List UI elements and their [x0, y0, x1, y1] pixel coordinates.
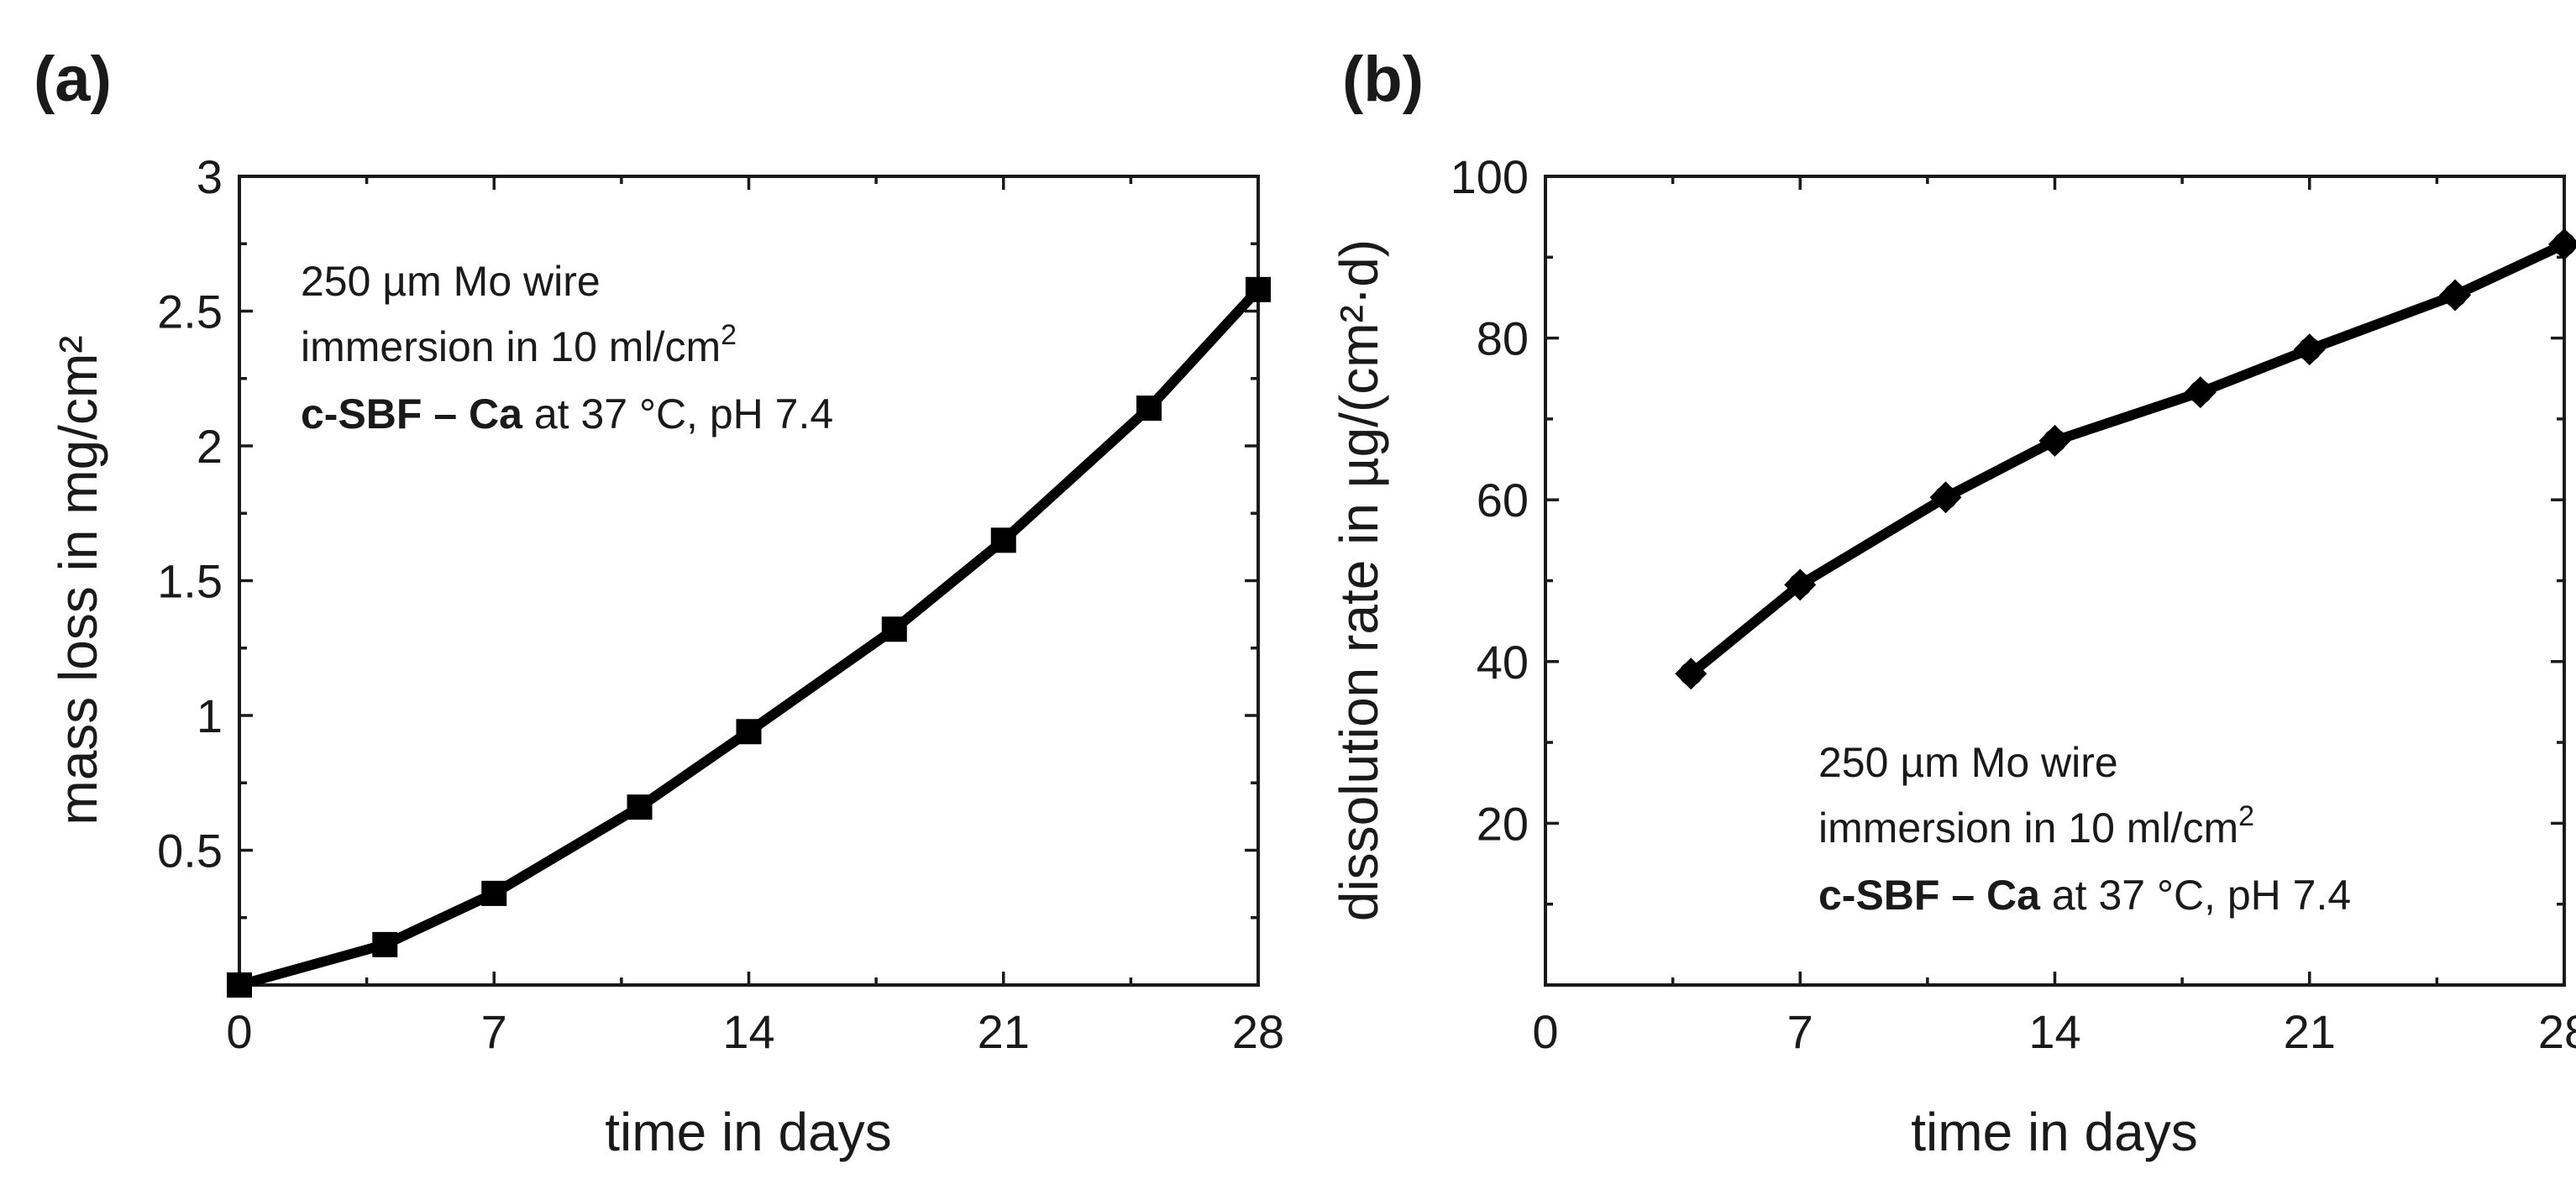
panel-a-annotation-line2: immersion in 10 ml/cm2	[301, 319, 737, 370]
panel-b-y-axis-title: dissolution rate in µg/(cm²·d)	[1329, 239, 1389, 921]
panel-a-annotation-line3: c-SBF – Ca at 37 °C, pH 7.4	[301, 390, 833, 438]
data-point-marker-core	[1788, 573, 1813, 597]
panel-a-annotation-line1: 250 µm Mo wire	[301, 258, 601, 305]
y-tick-label: 0.5	[157, 825, 223, 878]
data-point-marker	[627, 794, 653, 820]
y-tick-label: 20	[1477, 797, 1529, 850]
data-point-marker-core	[1679, 662, 1703, 686]
data-point-marker	[990, 527, 1016, 553]
panel-a-x-axis-title: time in days	[605, 1102, 891, 1162]
data-point-marker-core	[1933, 485, 1958, 510]
data-point-marker	[881, 616, 907, 642]
x-tick-label: 7	[1787, 1005, 1813, 1058]
x-tick-label: 14	[2028, 1005, 2080, 1058]
data-point-marker-core	[2297, 338, 2322, 362]
data-point-marker	[736, 719, 762, 745]
y-tick-label: 3	[197, 150, 223, 203]
panel-a-annotation-line2-sup: 2	[721, 319, 737, 351]
panel-a-y-axis-title: mass loss in mg/cm²	[48, 335, 108, 825]
panel-b-annotation-line2-text: immersion in 10 ml/cm	[1818, 804, 2238, 852]
panel-label-a: (a)	[34, 44, 112, 115]
data-point-marker-core	[2188, 380, 2212, 405]
panel-a-tick-labels: 0 7 14 21 28 0.5 1 1.5 2 2.5 3	[157, 150, 1284, 1058]
panel-b-x-axis-title: time in days	[1911, 1102, 2197, 1162]
panel-b-plot-frame	[1544, 175, 2566, 987]
y-tick-label: 2.5	[157, 286, 223, 338]
y-tick-label: 40	[1477, 636, 1529, 689]
panel-b-annotation: 250 µm Mo wire immersion in 10 ml/cm2 c-…	[1818, 739, 2351, 919]
panel-b-markers	[1675, 228, 2576, 690]
y-tick-label: 1.5	[157, 555, 223, 608]
x-tick-label: 21	[978, 1005, 1030, 1058]
x-tick-label: 21	[2284, 1005, 2336, 1058]
panel-b-annotation-line3-rest: at 37 °C, pH 7.4	[2040, 872, 2351, 919]
panel-b-annotation-line2-sup: 2	[2238, 800, 2254, 832]
data-point-marker-core	[2552, 232, 2576, 256]
y-tick-label: 80	[1477, 312, 1529, 365]
panel-b: (b) 0 7 14 21 28 20 40 60 80 100 time in days dis…	[1329, 44, 2576, 1162]
panel-a-markers	[227, 276, 1271, 998]
panel-label-b: (b)	[1342, 44, 1424, 115]
panel-b-annotation-line3-bold: c-SBF – Ca	[1818, 872, 2041, 919]
data-point-marker	[227, 972, 252, 998]
data-point-marker	[1246, 276, 1271, 302]
data-point-marker	[1136, 396, 1162, 422]
y-tick-label: 2	[197, 420, 223, 473]
panel-b-annotation-line2: immersion in 10 ml/cm2	[1818, 800, 2254, 852]
data-point-marker	[481, 880, 507, 906]
x-tick-label: 14	[722, 1005, 774, 1058]
x-tick-label: 28	[1232, 1005, 1284, 1058]
panel-a-plot-frame	[238, 175, 1260, 987]
panel-b-tick-labels: 0 7 14 21 28 20 40 60 80 100	[1451, 150, 2576, 1058]
panel-b-annotation-line1: 250 µm Mo wire	[1818, 739, 2118, 786]
panel-a-annotation: 250 µm Mo wire immersion in 10 ml/cm2 c-…	[301, 258, 833, 438]
panel-a-annotation-line3-bold: c-SBF – Ca	[301, 390, 523, 438]
panel-a-annotation-line3-rest: at 37 °C, pH 7.4	[522, 390, 833, 438]
y-tick-label: 1	[197, 689, 223, 742]
y-tick-label: 60	[1477, 474, 1529, 527]
x-tick-label: 0	[226, 1005, 252, 1058]
panel-b-ticks	[1544, 175, 2566, 985]
data-point-marker-core	[2043, 428, 2067, 453]
x-tick-label: 28	[2538, 1005, 2576, 1058]
panel-b-annotation-line3: c-SBF – Ca at 37 °C, pH 7.4	[1818, 872, 2351, 919]
x-tick-label: 7	[481, 1005, 507, 1058]
panel-a-annotation-line2-text: immersion in 10 ml/cm	[301, 323, 721, 370]
panel-b-series-line	[1686, 238, 2569, 679]
data-point-marker	[372, 931, 398, 957]
y-tick-label: 100	[1451, 150, 1529, 203]
data-point-marker-core	[2443, 283, 2468, 307]
x-tick-label: 0	[1532, 1005, 1558, 1058]
panel-a: (a) 0 7 14 21 28 0.5 1 1.5 2 2.5 3 time in days ma…	[34, 44, 1284, 1162]
